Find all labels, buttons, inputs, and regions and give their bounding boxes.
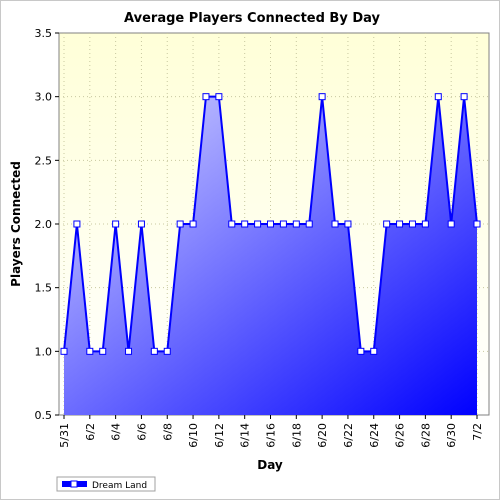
y-tick-label: 2.0 [35,218,53,231]
legend-box [56,476,156,492]
data-point-marker [370,347,378,355]
x-tick-label: 6/12 [213,423,226,448]
x-tick-label: 6/10 [187,423,200,448]
data-point-marker [150,347,158,355]
legend: Dream Land [56,476,156,492]
data-point-marker [421,220,429,228]
data-point-marker [357,347,365,355]
data-point-marker [73,220,81,228]
data-point-marker [241,220,249,228]
y-axis-label: Players Connected [9,161,23,287]
y-tick-label: 3.0 [35,91,53,104]
data-point-marker [434,93,442,101]
x-tick-label: 6/4 [110,423,123,441]
data-point-marker [383,220,391,228]
data-point-marker [331,220,339,228]
data-point-marker [137,220,145,228]
x-tick-label: 6/28 [419,423,432,448]
data-point-marker [408,220,416,228]
data-point-marker [460,93,468,101]
y-tick-label: 1.5 [35,282,53,295]
x-tick-label: 6/26 [394,423,407,448]
data-point-marker [215,93,223,101]
data-point-marker [279,220,287,228]
data-point-marker [189,220,197,228]
y-tick-label: 3.5 [35,27,53,40]
legend-label: Dream Land [92,481,147,491]
data-point-marker [176,220,184,228]
y-tick-label: 0.5 [35,409,53,422]
data-point-marker [202,93,210,101]
data-point-marker [99,347,107,355]
data-point-marker [267,220,274,228]
y-axis-ticks: 0.5 1.0 1.5 2.0 2.5 3.0 3.5 [35,27,59,422]
x-tick-label: 5/31 [58,423,71,448]
x-tick-label: 6/20 [316,423,329,448]
data-point-marker [86,347,94,355]
y-tick-label: 2.5 [35,154,53,167]
data-point-marker [344,220,352,228]
x-tick-label: 6/30 [445,423,458,448]
data-point-marker [60,347,68,355]
x-tick-label: 6/14 [239,423,252,448]
chart-title: Average Players Connected By Day [124,11,380,26]
x-tick-label: 6/2 [84,423,97,441]
y-tick-label: 1.0 [35,345,53,358]
x-tick-label: 6/6 [135,423,148,441]
data-point-marker [112,220,120,228]
x-tick-label: 6/8 [161,423,174,441]
x-tick-label: 6/18 [290,423,303,448]
data-point-marker [318,93,326,101]
x-tick-label: 6/24 [368,423,381,448]
data-point-marker [228,220,236,228]
legend-marker [70,480,78,488]
data-point-marker [396,220,404,228]
x-axis-ticks: 5/31 6/2 6/4 6/6 6/8 6/10 6/12 6/14 6/16 6/18 6/20… [58,415,484,448]
data-point-marker [163,347,171,355]
x-tick-label: 6/22 [342,423,355,448]
x-tick-label: 7/2 [471,423,484,441]
data-point-marker [473,220,481,228]
data-point-marker [254,220,262,228]
x-tick-label: 6/16 [265,423,278,448]
data-point-marker [292,220,300,228]
series-area [60,93,481,416]
data-point-marker [447,220,455,228]
data-point-marker [305,220,313,228]
x-axis-label: Day [257,458,283,472]
series-area-fill [64,96,477,416]
data-point-marker [125,347,133,355]
